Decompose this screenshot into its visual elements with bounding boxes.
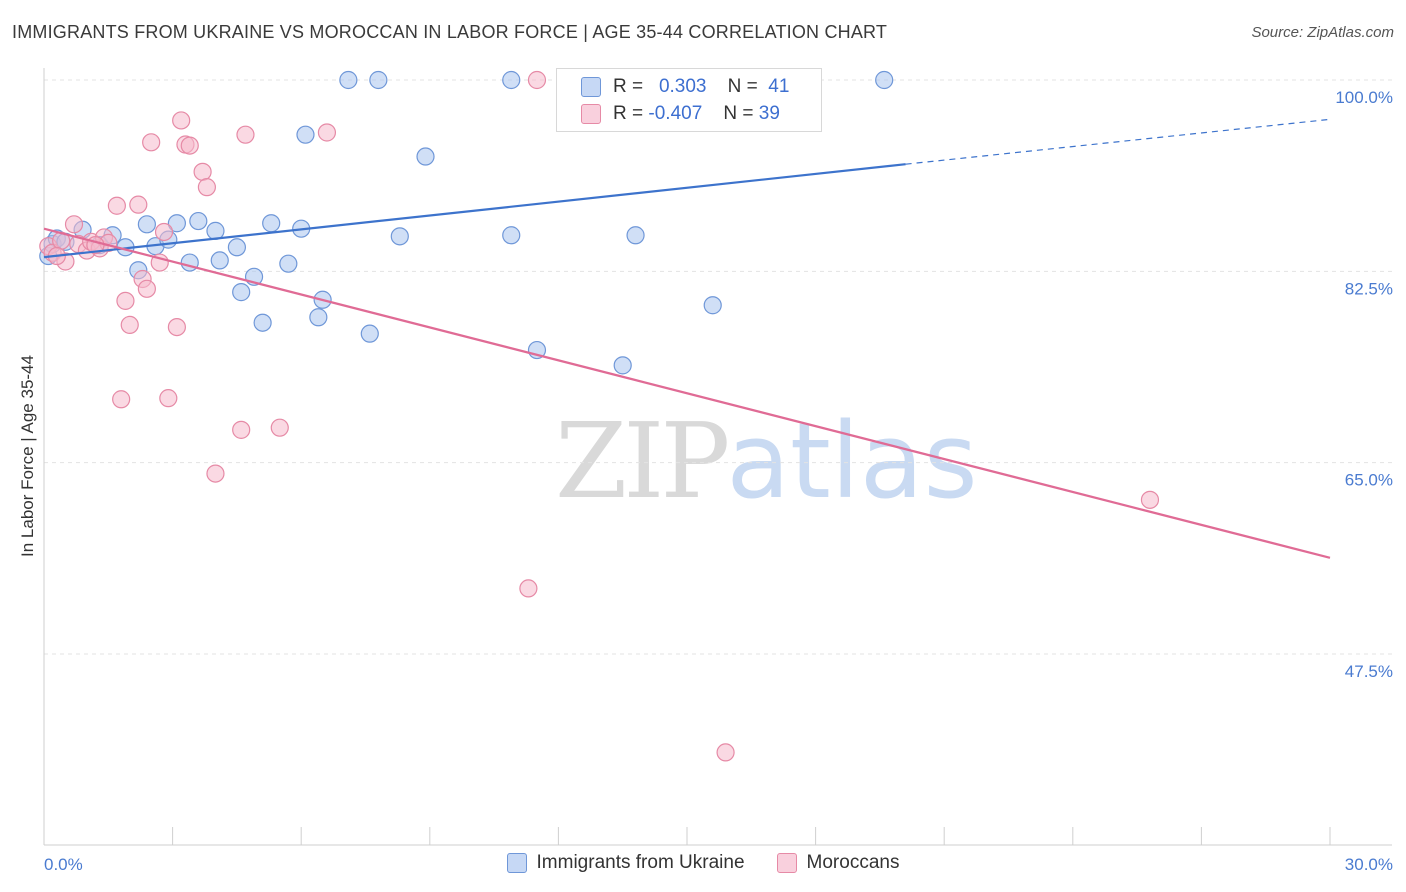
ukraine-point (296, 125, 315, 144)
moroccan-r-label: R = (613, 103, 644, 124)
moroccan-swatch (581, 104, 601, 124)
stats-legend-row-moroccan: R = -0.407 N = 39 (581, 101, 780, 127)
y-tick-label: 82.5% (1345, 279, 1393, 298)
ukraine-r-value: 0.303 (658, 76, 707, 97)
ukraine-point (227, 238, 246, 257)
ukraine-point (279, 254, 298, 273)
moroccan-n-label: N = (723, 103, 754, 124)
legend-item-ukraine: Immigrants from Ukraine (506, 852, 745, 874)
series-legend: Immigrants from Ukraine Moroccans (0, 852, 1406, 874)
y-tick-label: 47.5% (1345, 662, 1393, 681)
moroccan-point (159, 389, 178, 408)
stats-legend: R = 0.303 N = 41 R = -0.407 N = 39 (556, 68, 822, 132)
ukraine-n-value: 41 (768, 76, 790, 97)
ukraine-point (206, 221, 225, 240)
x-tick-label-max: 30.0% (1345, 855, 1393, 874)
moroccan-point (193, 162, 212, 181)
moroccan-point (129, 195, 148, 214)
moroccan-point (232, 420, 251, 439)
ukraine-point (416, 147, 435, 166)
moroccan-trend-line (43, 227, 1331, 559)
ukraine-point (210, 251, 229, 270)
watermark: ZIPatlas (555, 400, 978, 522)
ukraine-point (189, 211, 208, 231)
ukraine-point (703, 296, 722, 315)
moroccan-point (236, 125, 255, 144)
x-tick-label-min: 0.0% (44, 855, 83, 874)
ukraine-trend-extension (905, 118, 1331, 165)
ukraine-r-label: R = (613, 76, 644, 97)
y-tick-label: 100.0% (1335, 88, 1393, 107)
moroccan-point (107, 196, 126, 215)
chart-title: IMMIGRANTS FROM UKRAINE VS MOROCCAN IN L… (12, 22, 888, 42)
ukraine-point (613, 356, 632, 375)
moroccan-point (180, 136, 199, 155)
moroccan-point (197, 178, 216, 197)
moroccan-point (716, 743, 735, 762)
moroccan-n-value: 39 (758, 103, 780, 124)
legend-label-moroccans: Moroccans (806, 852, 900, 873)
moroccan-r-value: -0.407 (648, 103, 703, 124)
moroccan-point (167, 317, 186, 337)
ukraine-point (339, 70, 358, 90)
ukraine-point (626, 226, 645, 245)
moroccan-point (137, 279, 156, 298)
ukraine-point (360, 324, 379, 343)
watermark-zip: ZIP (555, 400, 730, 522)
legend-label-ukraine: Immigrants from Ukraine (536, 852, 745, 873)
moroccan-point (120, 315, 139, 335)
y-tick-label: 65.0% (1345, 471, 1393, 490)
ukraine-point (253, 313, 272, 332)
ukraine-point (309, 308, 328, 327)
moroccan-point (112, 390, 131, 409)
ukraine-n-label: N = (727, 76, 758, 97)
ukraine-trend-line (43, 163, 906, 259)
legend-swatch-moroccans (776, 853, 797, 873)
moroccan-point (64, 215, 84, 234)
ukraine-point (875, 70, 894, 90)
ukraine-point (232, 283, 251, 302)
moroccan-point (317, 123, 337, 142)
moroccan-point (519, 579, 538, 598)
moroccan-point (527, 70, 547, 90)
source-label: Source: ZipAtlas.com (1251, 24, 1394, 41)
ukraine-point (137, 215, 156, 234)
ukraine-point (262, 214, 281, 233)
moroccan-point (142, 133, 161, 152)
ukraine-swatch (581, 77, 601, 97)
ukraine-point (369, 70, 388, 90)
ukraine-point (502, 70, 521, 90)
moroccan-point (172, 111, 191, 130)
moroccan-point (206, 464, 225, 483)
moroccan-point (270, 418, 289, 437)
ukraine-point (390, 227, 409, 246)
stats-legend-row-ukraine: R = 0.303 N = 41 (581, 74, 789, 100)
moroccan-point (154, 222, 174, 242)
moroccan-point (116, 291, 135, 310)
ukraine-point (502, 226, 521, 245)
legend-item-moroccans: Moroccans (776, 852, 900, 874)
ukraine-point (167, 214, 186, 233)
watermark-atlas: atlas (726, 400, 978, 522)
legend-swatch-ukraine (506, 853, 527, 873)
moroccan-point (1140, 490, 1160, 509)
